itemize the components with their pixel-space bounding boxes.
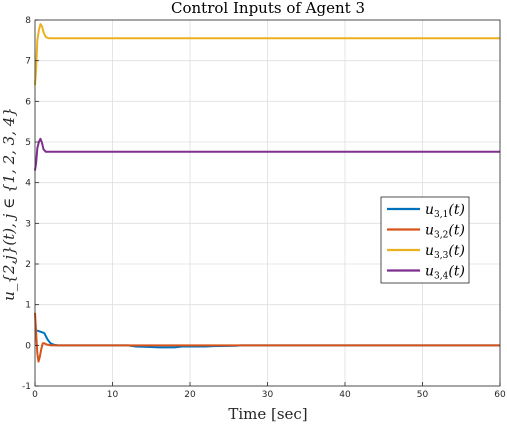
y-tick-label: 3	[25, 219, 31, 229]
x-tick-label: 60	[494, 390, 506, 400]
y-tick-label: 8	[25, 16, 31, 26]
x-axis-label: Time [sec]	[228, 405, 307, 423]
x-tick-label: 20	[184, 390, 196, 400]
series-group	[34, 23, 500, 363]
legend-box	[380, 196, 470, 284]
x-tick-label: 10	[107, 390, 119, 400]
y-tick-label: 4	[25, 179, 31, 189]
x-tick-label: 50	[417, 390, 429, 400]
series-line-4	[34, 137, 500, 171]
legend-label-3: u3,3(t)	[425, 243, 465, 261]
x-axis-ticks: 0 10 20 30 40 50 60	[32, 382, 506, 400]
legend-label-2: u3,2(t)	[425, 223, 465, 241]
y-tick-label: -1	[22, 382, 31, 392]
legend-label-1: u3,1(t)	[425, 202, 465, 220]
legend: u3,1(t) u3,2(t) u3,3(t) u3,4(t)	[380, 196, 470, 284]
x-tick-label: 40	[339, 390, 351, 400]
y-tick-label: 5	[25, 138, 31, 148]
y-axis-label: u_{2,j}(t), j ∈ {1, 2, 3, 4}	[0, 107, 18, 301]
chart-title: Control Inputs of Agent 3	[171, 0, 365, 17]
y-tick-label: 7	[25, 57, 31, 67]
y-tick-label: 0	[25, 341, 31, 351]
y-tick-label: 6	[25, 97, 31, 107]
y-tick-label: 2	[25, 260, 31, 270]
series-line-3	[34, 23, 500, 86]
x-tick-label: 0	[32, 390, 38, 400]
y-tick-label: 1	[25, 301, 31, 311]
y-axis-ticks: -1 0 1 2 3 4 5 6 7 8	[22, 16, 39, 392]
legend-label-4: u3,4(t)	[425, 264, 465, 282]
series-line-2	[34, 312, 500, 363]
x-tick-label: 30	[262, 390, 274, 400]
